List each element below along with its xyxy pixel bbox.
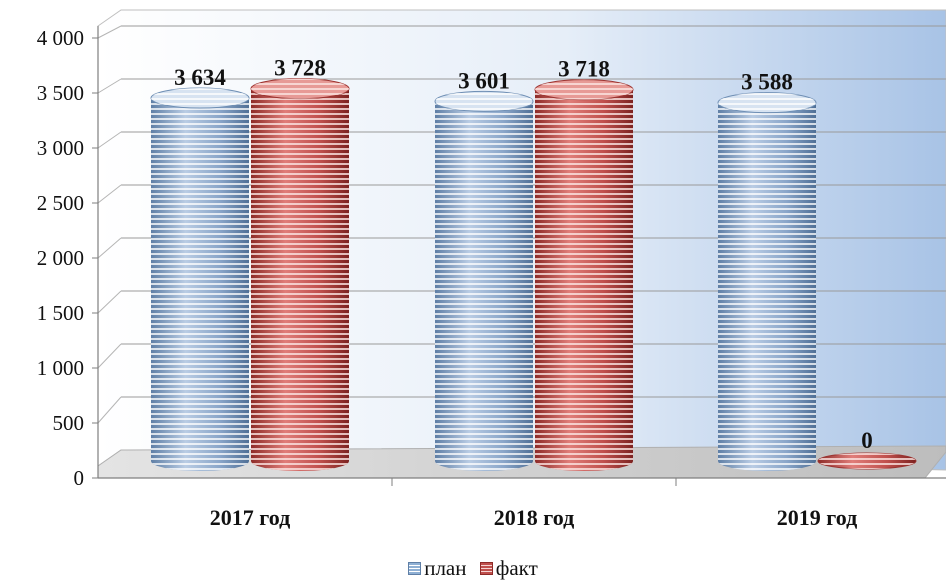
data-labels: 3 634 3 728 3 601 3 718 3 588 0 — [174, 56, 873, 453]
legend-label-plan: план — [424, 556, 467, 580]
bar-stripes — [251, 88, 349, 471]
legend-item-fact: факт — [479, 556, 538, 581]
y-tick-label: 3 500 — [37, 81, 84, 105]
bar-план-1 — [434, 90, 534, 471]
y-tick-label: 1 000 — [37, 356, 84, 380]
gridline-side — [97, 290, 122, 314]
gridline-side — [97, 184, 122, 204]
gridline-side — [97, 237, 122, 259]
y-tick-label: 4 000 — [37, 26, 84, 50]
bar-stripes — [535, 89, 633, 472]
bar-факт-1 — [534, 79, 634, 472]
bar-top-stripes — [718, 92, 816, 113]
bar-факт-2 — [817, 452, 917, 470]
data-label: 3 718 — [558, 57, 610, 82]
bar-план-0 — [150, 87, 250, 471]
data-label: 3 728 — [274, 56, 326, 81]
bar-top-stripes — [435, 91, 533, 112]
gridline-side — [97, 25, 122, 39]
gridline-side — [97, 396, 122, 424]
y-tick-label: 0 — [74, 466, 85, 490]
bar-факт-0 — [250, 78, 350, 471]
y-tick-label: 1 500 — [37, 301, 84, 325]
gridline-side — [97, 343, 122, 369]
legend-swatch-plan — [408, 562, 422, 575]
legend-item-plan: план — [408, 556, 467, 581]
legend-label-fact: факт — [495, 556, 538, 580]
x-axis-ticks: 2017 год 2018 год 2019 год — [210, 478, 857, 530]
y-tick-label: 3 000 — [37, 136, 84, 160]
x-tick-label: 2018 год — [494, 505, 574, 530]
legend-swatch-fact — [479, 562, 493, 575]
data-label: 3 634 — [174, 65, 226, 90]
bar-stripes — [718, 102, 816, 471]
data-label: 3 601 — [458, 68, 510, 93]
gridline-side — [97, 131, 122, 149]
bar-stripes — [435, 101, 533, 471]
legend: план факт — [0, 556, 946, 581]
data-label: 3 588 — [741, 70, 793, 95]
bar-план-2 — [717, 92, 817, 471]
bar-top-stripes — [151, 88, 249, 109]
y-axis-ticks: 0 500 1 000 1 500 2 000 2 500 3 000 3 500 4 000 — [37, 26, 98, 490]
bar-top-stripes — [535, 79, 633, 100]
bar-top-stripes — [251, 78, 349, 99]
data-label: 0 — [861, 428, 873, 453]
bars — [150, 78, 917, 472]
bar-stripes — [151, 98, 249, 471]
bar-disc-stripes — [818, 453, 916, 469]
y-tick-label: 500 — [53, 411, 85, 435]
x-tick-label: 2017 год — [210, 505, 290, 530]
gridline-side — [97, 78, 122, 94]
y-tick-label: 2 000 — [37, 246, 84, 270]
y-tick-label: 2 500 — [37, 191, 84, 215]
x-tick-label: 2019 год — [777, 505, 857, 530]
